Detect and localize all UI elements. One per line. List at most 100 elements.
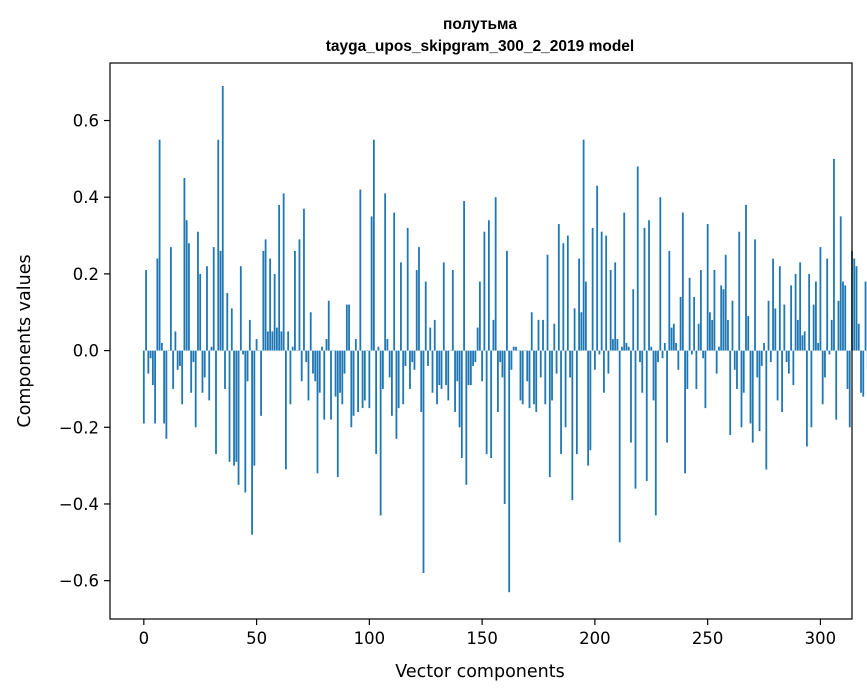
bar <box>174 331 177 351</box>
bar <box>709 312 711 351</box>
bar <box>451 270 454 351</box>
bar <box>285 350 287 470</box>
bar <box>420 350 423 412</box>
bar <box>706 224 709 351</box>
bar <box>745 204 747 351</box>
bar <box>794 273 797 351</box>
bar <box>783 304 786 351</box>
bar <box>206 266 208 351</box>
bar <box>427 350 429 366</box>
bar <box>172 350 175 389</box>
bar <box>499 350 502 363</box>
bar <box>526 350 529 382</box>
bar <box>476 327 479 351</box>
bar <box>334 350 337 397</box>
bar <box>650 346 653 351</box>
bar <box>584 281 587 351</box>
bar <box>160 342 163 351</box>
y-tick-label: −0.4 <box>59 495 99 514</box>
bar <box>582 139 585 351</box>
x-axis-ticks: 0 50 100 150 200 250 300 <box>139 619 836 648</box>
bar <box>469 350 472 386</box>
bar <box>183 178 186 351</box>
bar <box>246 350 249 382</box>
bar <box>336 350 339 478</box>
bar <box>158 139 161 351</box>
bar <box>260 350 262 416</box>
bar <box>612 339 614 351</box>
bar <box>490 350 493 458</box>
bar <box>309 312 312 351</box>
bar <box>736 350 738 389</box>
bar <box>537 319 540 351</box>
bar <box>197 231 199 351</box>
bar <box>566 235 569 351</box>
bar <box>681 212 684 351</box>
bar <box>778 266 781 351</box>
bar <box>555 350 558 374</box>
bar <box>571 350 574 501</box>
bar <box>409 350 411 389</box>
bar <box>307 350 310 401</box>
bar <box>776 350 779 401</box>
bar <box>690 350 693 355</box>
bar <box>747 316 750 351</box>
bar <box>826 258 829 351</box>
bar <box>769 350 772 363</box>
bar <box>271 331 274 351</box>
bar <box>188 243 190 351</box>
bar <box>815 281 817 351</box>
bar <box>675 342 677 351</box>
bar <box>431 350 434 393</box>
bar <box>212 247 215 351</box>
bar <box>756 350 759 378</box>
bar <box>406 227 409 351</box>
bar <box>224 350 226 389</box>
bar <box>418 247 420 351</box>
bar <box>251 350 253 535</box>
bar <box>181 350 184 405</box>
bar <box>733 350 736 370</box>
bar <box>515 346 517 351</box>
bar <box>666 350 668 443</box>
bar <box>828 350 831 355</box>
bar <box>618 350 621 543</box>
bar <box>598 350 601 355</box>
bar <box>805 350 808 447</box>
bar <box>512 346 515 351</box>
bar <box>262 250 265 351</box>
bar <box>774 308 777 351</box>
bar <box>553 323 556 351</box>
bar <box>192 350 195 363</box>
bar <box>415 270 418 351</box>
bar <box>239 266 242 351</box>
bar <box>857 323 860 351</box>
bar <box>535 350 538 412</box>
bar-series <box>142 86 867 593</box>
bar <box>379 350 382 516</box>
bar <box>350 350 353 428</box>
bar <box>819 247 822 351</box>
bar <box>219 250 222 351</box>
x-tick-label: 200 <box>579 629 611 648</box>
bar <box>551 350 553 401</box>
bar <box>294 250 296 351</box>
bar <box>348 304 350 351</box>
bar <box>544 350 547 405</box>
bar <box>323 350 326 420</box>
bar <box>458 350 461 428</box>
bar <box>643 227 646 351</box>
bar <box>670 327 673 351</box>
bar <box>275 327 278 351</box>
bar <box>422 350 425 573</box>
bar <box>388 350 391 378</box>
y-tick-label: −0.6 <box>59 572 99 591</box>
bar <box>242 350 244 355</box>
bar <box>413 350 416 370</box>
bar <box>833 158 835 351</box>
bar <box>485 350 488 455</box>
bar <box>740 350 743 428</box>
bar <box>837 300 840 351</box>
bar <box>654 350 657 516</box>
x-tick-label: 0 <box>139 629 150 648</box>
